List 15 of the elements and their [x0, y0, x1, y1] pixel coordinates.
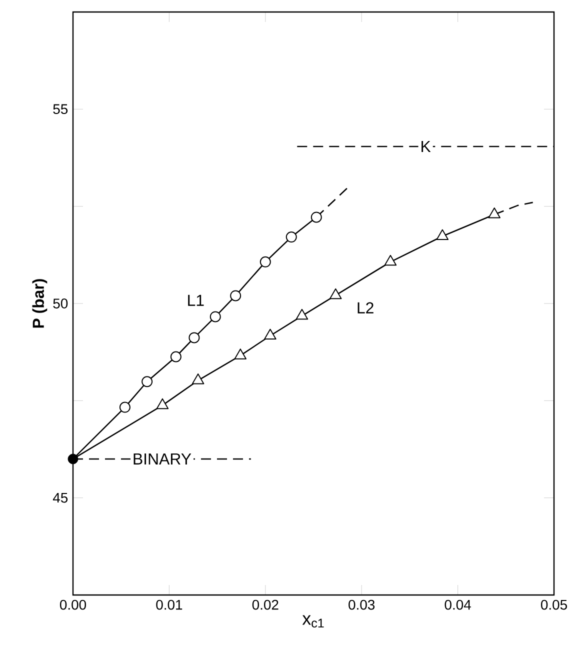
y-axis-title: P (bar) [32, 279, 48, 328]
x-tick-label: 0.01 [156, 600, 182, 610]
x-tick-label: 0.03 [348, 600, 375, 610]
y-tick-label: 50 [53, 298, 68, 308]
x-axis-title: x$_{c1}$ [302, 615, 324, 628]
x-tick-label: 0.00 [60, 600, 86, 610]
y-tick-label: 55 [53, 104, 68, 114]
x-tick-label: 0.05 [540, 600, 567, 610]
y-tick-label: 45 [52, 492, 68, 503]
series-label: L1 [188, 294, 204, 306]
series-label: BINARY [134, 453, 192, 464]
series-label: K [422, 140, 431, 152]
x-tick-label: 0.04 [444, 600, 471, 610]
x-tick-label: 0.02 [252, 600, 278, 610]
series-label: L2 [358, 302, 374, 314]
